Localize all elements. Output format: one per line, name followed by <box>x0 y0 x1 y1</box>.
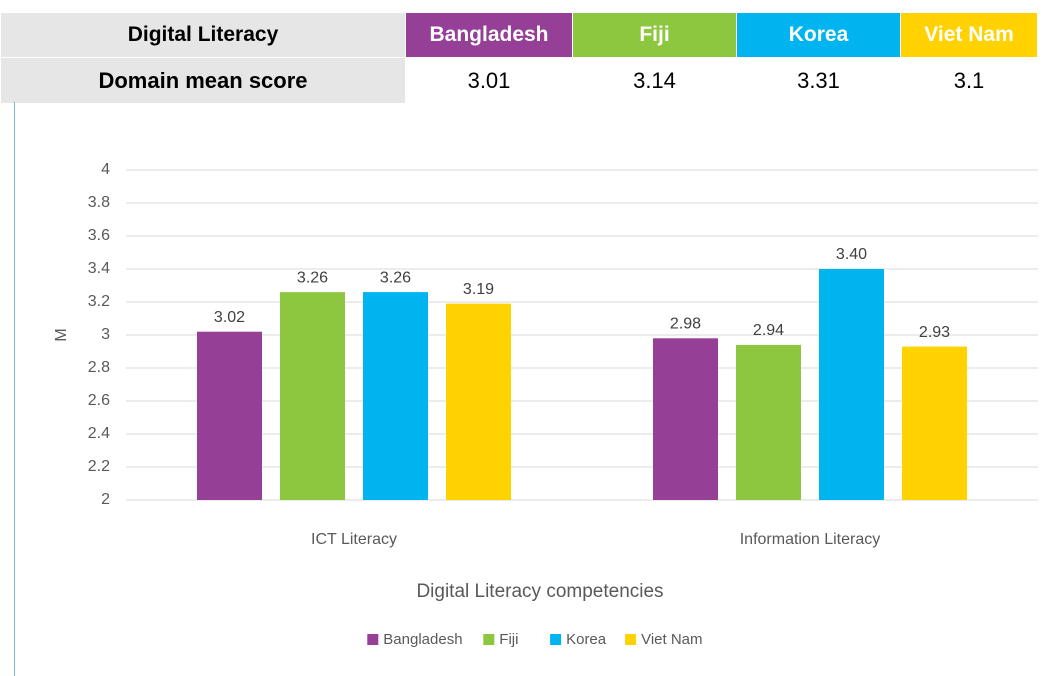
bar <box>197 331 262 500</box>
y-tick-label: 2.8 <box>88 359 110 376</box>
data-label: 3.26 <box>380 269 411 286</box>
y-axis-title: M <box>53 328 70 341</box>
data-label: 3.19 <box>463 281 494 298</box>
y-tick-label: 4 <box>101 161 110 178</box>
bar <box>653 338 718 500</box>
x-tick-label: Information Literacy <box>740 531 881 548</box>
x-tick-label: ICT Literacy <box>311 531 397 548</box>
y-tick-label: 3.6 <box>88 227 110 244</box>
header-cell: Korea <box>736 12 901 58</box>
legend-swatch <box>483 634 495 645</box>
y-tick-label: 2.2 <box>88 458 110 475</box>
y-tick-label: 2.4 <box>88 425 110 442</box>
y-tick-label: 3.8 <box>88 194 110 211</box>
data-label: 2.94 <box>753 322 784 339</box>
x-axis-title: Digital Literacy competencies <box>416 581 663 602</box>
data-row: Domain mean score 3.01 3.14 3.31 3.1 <box>0 57 1038 104</box>
y-tick-label: 3.2 <box>88 293 110 310</box>
data-label: 2.93 <box>919 324 950 341</box>
row-label: Domain mean score <box>0 57 406 104</box>
score-table: Digital Literacy Bangladesh Fiji Korea V… <box>0 12 1038 104</box>
legend-swatch <box>550 634 562 645</box>
data-label: 3.02 <box>214 309 245 326</box>
bar <box>363 292 428 500</box>
cell: 3.14 <box>572 57 737 104</box>
header-cell: Digital Literacy <box>0 12 406 58</box>
chart-frame <box>14 102 15 676</box>
data-label: 3.26 <box>297 269 328 286</box>
data-label: 2.98 <box>670 316 701 333</box>
y-tick-label: 2 <box>101 491 110 508</box>
bar <box>736 344 801 500</box>
legend-label: Bangladesh <box>383 631 462 648</box>
bar <box>280 292 345 500</box>
cell: 3.01 <box>405 57 573 104</box>
legend-label: Viet Nam <box>641 631 702 648</box>
bar <box>902 346 967 500</box>
legend-label: Fiji <box>499 631 518 648</box>
y-tick-label: 3 <box>101 326 110 343</box>
cell: 3.1 <box>900 57 1038 104</box>
cell: 3.31 <box>736 57 901 104</box>
legend-swatch <box>625 634 637 645</box>
bar <box>819 269 884 500</box>
y-tick-label: 2.6 <box>88 392 110 409</box>
legend-swatch <box>367 634 379 645</box>
data-label: 3.40 <box>836 246 867 263</box>
header-cell: Viet Nam <box>900 12 1038 58</box>
legend-label: Korea <box>566 631 607 648</box>
header-row: Digital Literacy Bangladesh Fiji Korea V… <box>0 12 1038 58</box>
bar <box>446 303 511 500</box>
y-tick-label: 3.4 <box>88 260 110 277</box>
